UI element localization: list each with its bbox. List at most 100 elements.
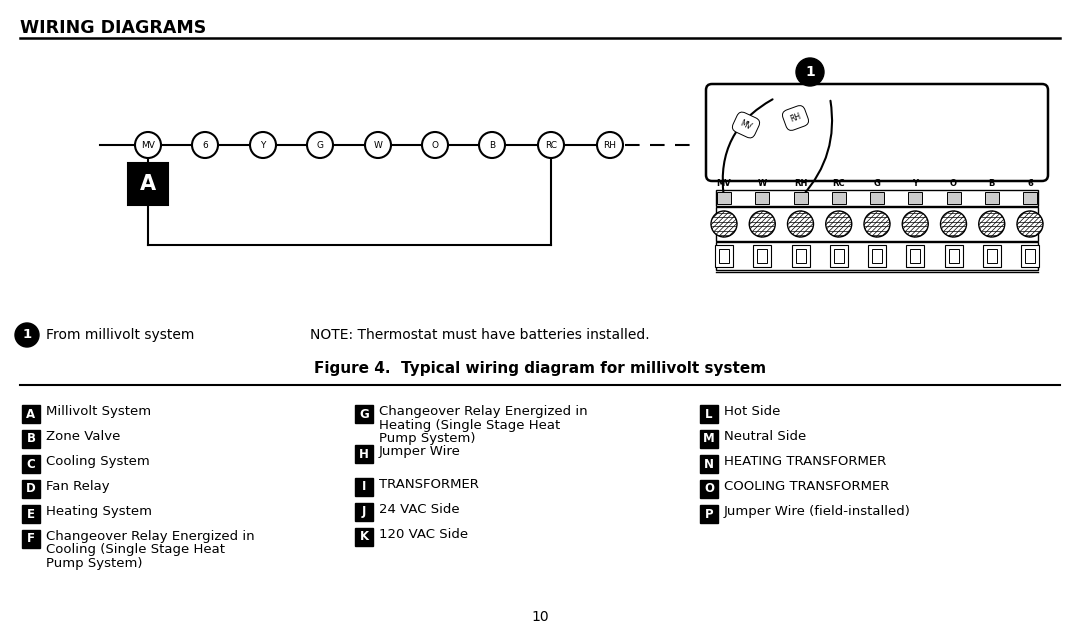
Circle shape xyxy=(365,132,391,158)
Text: D: D xyxy=(26,483,36,495)
Bar xyxy=(22,505,40,523)
Bar xyxy=(22,530,40,548)
Bar xyxy=(719,249,729,263)
Bar xyxy=(715,245,733,267)
Text: 1: 1 xyxy=(23,329,31,341)
Text: HEATING TRANSFORMER: HEATING TRANSFORMER xyxy=(724,455,887,468)
Circle shape xyxy=(135,132,161,158)
Circle shape xyxy=(307,132,333,158)
Bar xyxy=(1023,192,1037,204)
Text: TRANSFORMER: TRANSFORMER xyxy=(379,478,478,491)
Text: Pump System): Pump System) xyxy=(46,557,143,570)
Bar xyxy=(829,245,848,267)
Bar xyxy=(717,192,731,204)
Text: MV: MV xyxy=(717,179,731,188)
Circle shape xyxy=(538,132,564,158)
Text: Changeover Relay Energized in: Changeover Relay Energized in xyxy=(46,530,255,543)
Text: N: N xyxy=(704,457,714,471)
Bar xyxy=(22,430,40,448)
Text: K: K xyxy=(360,531,368,543)
Bar xyxy=(753,245,771,267)
Text: Jumper Wire: Jumper Wire xyxy=(379,445,461,458)
Bar xyxy=(870,192,885,204)
Circle shape xyxy=(249,132,276,158)
Text: RH: RH xyxy=(794,179,807,188)
Text: RH: RH xyxy=(604,141,617,150)
Text: Fan Relay: Fan Relay xyxy=(46,480,110,493)
Text: C: C xyxy=(27,457,36,471)
Text: 6: 6 xyxy=(202,141,207,150)
Text: RH: RH xyxy=(788,112,802,124)
Text: A: A xyxy=(26,408,36,420)
Text: 10: 10 xyxy=(531,610,549,624)
Circle shape xyxy=(864,211,890,237)
Bar xyxy=(910,249,920,263)
Text: W: W xyxy=(758,179,767,188)
Text: MV: MV xyxy=(141,141,154,150)
Text: G: G xyxy=(316,141,324,150)
FancyBboxPatch shape xyxy=(706,84,1048,181)
Text: Y: Y xyxy=(260,141,266,150)
Text: O: O xyxy=(432,141,438,150)
Text: I: I xyxy=(362,480,366,493)
Bar xyxy=(129,163,168,205)
Bar xyxy=(987,249,997,263)
Text: B: B xyxy=(27,432,36,445)
Text: B: B xyxy=(988,179,995,188)
Circle shape xyxy=(1017,211,1043,237)
Bar xyxy=(22,480,40,498)
Text: –: – xyxy=(578,138,583,151)
Bar xyxy=(1025,249,1035,263)
Bar xyxy=(700,430,718,448)
Text: –: – xyxy=(107,138,113,151)
Text: O: O xyxy=(950,179,957,188)
Text: Y: Y xyxy=(913,179,918,188)
Text: 6: 6 xyxy=(1027,179,1032,188)
Bar xyxy=(946,192,960,204)
Text: –: – xyxy=(174,138,179,151)
Bar xyxy=(908,192,922,204)
Text: –: – xyxy=(518,138,525,151)
Bar xyxy=(716,190,1038,206)
Text: –: – xyxy=(346,138,352,151)
Text: RC: RC xyxy=(545,141,557,150)
Bar xyxy=(868,245,886,267)
Text: O: O xyxy=(704,483,714,495)
Text: A: A xyxy=(140,174,157,194)
Text: J: J xyxy=(362,505,366,519)
Text: From millivolt system: From millivolt system xyxy=(46,328,194,342)
Bar xyxy=(872,249,882,263)
Bar xyxy=(716,207,1038,241)
Bar xyxy=(983,245,1001,267)
Text: B: B xyxy=(489,141,495,150)
Bar xyxy=(22,455,40,473)
Text: Jumper Wire (field-installed): Jumper Wire (field-installed) xyxy=(724,505,910,518)
Text: E: E xyxy=(27,507,35,521)
Text: Millivolt System: Millivolt System xyxy=(46,405,151,418)
Text: –: – xyxy=(288,138,295,151)
Text: WIRING DIAGRAMS: WIRING DIAGRAMS xyxy=(21,19,206,37)
Text: M: M xyxy=(703,432,715,445)
Text: Changeover Relay Energized in: Changeover Relay Energized in xyxy=(379,405,588,418)
Circle shape xyxy=(711,211,737,237)
Circle shape xyxy=(480,132,505,158)
Bar xyxy=(355,528,373,546)
Circle shape xyxy=(597,132,623,158)
Text: Figure 4.  Typical wiring diagram for millivolt system: Figure 4. Typical wiring diagram for mil… xyxy=(314,360,766,375)
Text: Hot Side: Hot Side xyxy=(724,405,781,418)
Bar xyxy=(355,478,373,496)
Text: –: – xyxy=(460,138,467,151)
Circle shape xyxy=(796,58,824,86)
Text: Heating System: Heating System xyxy=(46,505,152,518)
Bar xyxy=(700,480,718,498)
Bar xyxy=(755,192,769,204)
Text: P: P xyxy=(704,507,713,521)
Text: Neutral Side: Neutral Side xyxy=(724,430,807,443)
Text: MV: MV xyxy=(739,119,753,132)
Text: F: F xyxy=(27,533,35,546)
Text: –: – xyxy=(231,138,238,151)
Text: Pump System): Pump System) xyxy=(379,432,475,445)
Bar xyxy=(834,249,843,263)
Text: –: – xyxy=(403,138,409,151)
Bar xyxy=(700,505,718,523)
